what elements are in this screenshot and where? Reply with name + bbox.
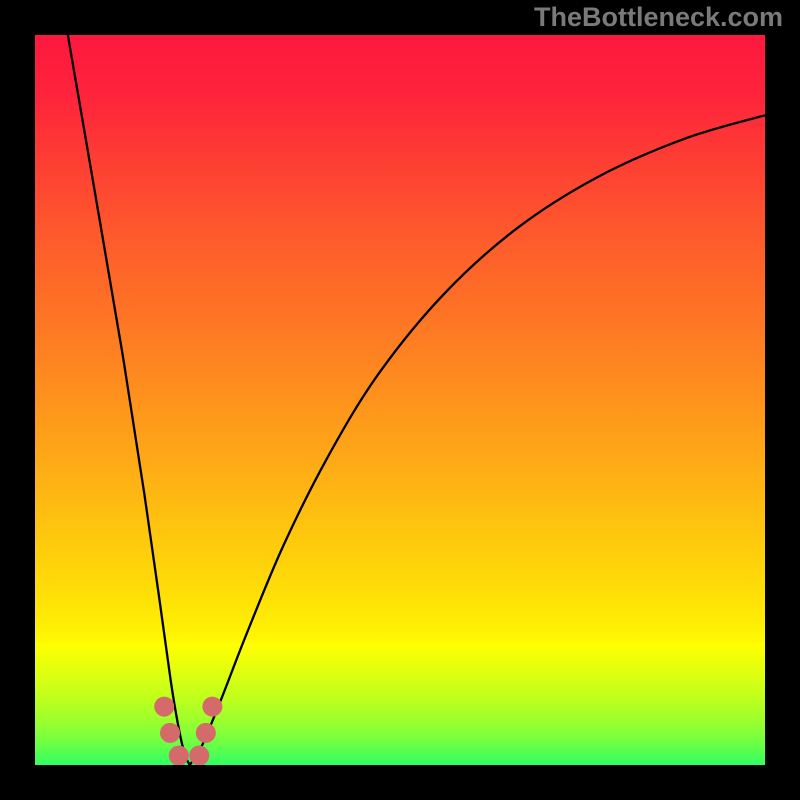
attribution-watermark: TheBottleneck.com	[534, 2, 783, 33]
trough-marker	[202, 697, 222, 717]
trough-marker	[169, 746, 189, 766]
plot-frame	[0, 765, 800, 800]
trough-marker	[154, 697, 174, 717]
bottleneck-curve-plot	[0, 0, 800, 800]
trough-marker	[160, 723, 180, 743]
trough-marker	[196, 723, 216, 743]
plot-frame	[0, 0, 35, 800]
gradient-background	[35, 35, 765, 765]
plot-frame	[765, 0, 800, 800]
trough-marker	[189, 746, 209, 766]
